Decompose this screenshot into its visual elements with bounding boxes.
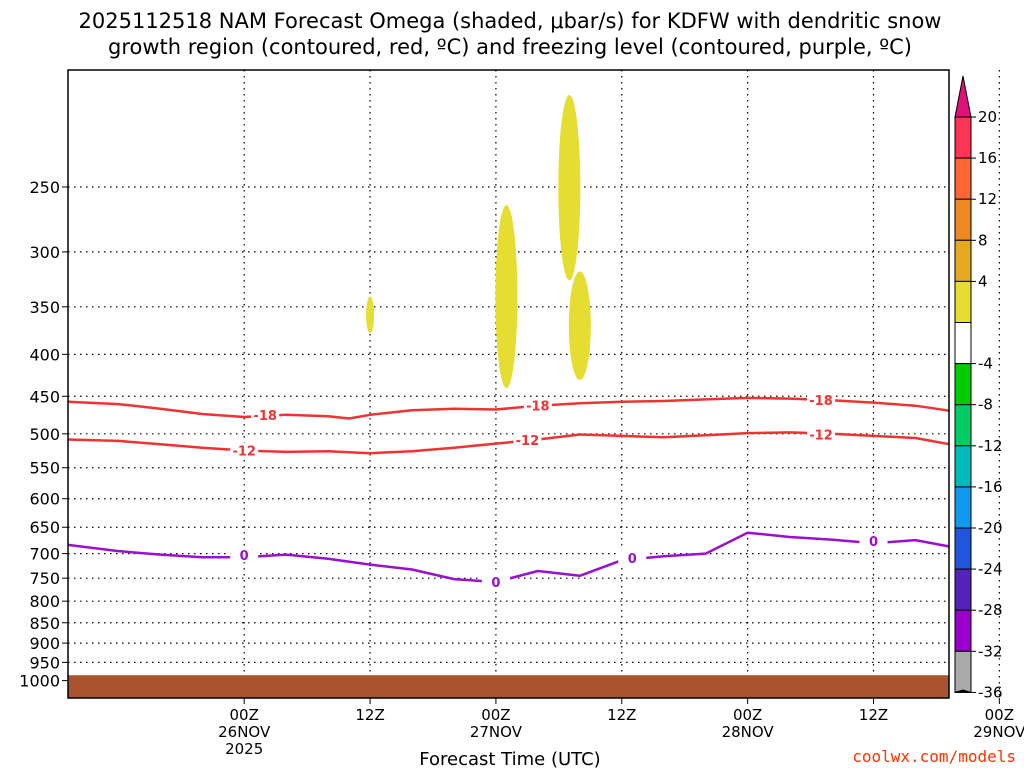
- contour-label-bg: [230, 442, 259, 458]
- x-tick-label: 29NOV: [973, 723, 1024, 741]
- contour-label-bg: [523, 397, 552, 413]
- colorbar-label: 12: [978, 190, 997, 208]
- y-tick-label: 500: [29, 425, 60, 444]
- y-tick-label: 1000: [19, 672, 60, 691]
- colorbar-segment: [954, 198, 972, 241]
- colorbar-segment: [954, 609, 972, 652]
- contour-label-bg: [807, 426, 836, 442]
- contour-label-bg: [481, 573, 510, 589]
- gridlines: [68, 70, 1000, 698]
- y-tick-label: 750: [29, 569, 60, 588]
- site-credit[interactable]: coolwx.com/models: [852, 747, 1016, 766]
- plot-frame: [67, 69, 950, 699]
- y-tick-label: 950: [29, 653, 60, 672]
- colorbar-segment: [954, 116, 972, 159]
- colorbar-over-arrow: [954, 75, 972, 118]
- y-tick-label: 700: [29, 545, 60, 564]
- colorbar-segment: [954, 239, 972, 282]
- colorbar-label: 16: [978, 149, 997, 167]
- colorbar-label: -28: [978, 601, 1003, 619]
- contour-label: -18: [526, 400, 550, 415]
- colorbar-label: -16: [978, 478, 1003, 496]
- colorbar-label: 4: [978, 272, 988, 290]
- y-tick-label: 850: [29, 614, 60, 633]
- contour-label: -12: [232, 444, 256, 459]
- contour-label-bg: [251, 406, 280, 422]
- colorbar-label: -20: [978, 519, 1003, 537]
- x-tick-label: 12Z: [607, 706, 636, 724]
- colorbar-segment: [954, 445, 972, 488]
- contour-label-bg: [230, 547, 259, 563]
- colorbar-segment: [954, 322, 972, 365]
- contour-label-bg: [807, 392, 836, 408]
- contour-label: -12: [516, 434, 540, 449]
- x-tick-label: 27NOV: [470, 723, 523, 741]
- x-tick-label: 00Z: [985, 706, 1014, 724]
- temperature-contours: -18 -18 -18 -12 -12 -12 0 0 0 0: [68, 392, 949, 591]
- colorbar-label: -36: [978, 683, 1003, 701]
- colorbar-label: 8: [978, 231, 988, 249]
- contour-label: 0: [240, 549, 249, 564]
- y-tick-label: 250: [29, 178, 60, 197]
- ground-fill: [68, 675, 949, 698]
- x-tick-label: 00Z: [733, 706, 762, 724]
- contour-label: -18: [809, 394, 833, 409]
- x-tick-label: 00Z: [481, 706, 510, 724]
- contour-label: -18: [253, 409, 277, 424]
- contour-label-bg: [513, 432, 542, 448]
- chart-title-line-2: growth region (contoured, red, ºC) and f…: [108, 35, 912, 59]
- x-tick-label: 2025: [225, 740, 263, 758]
- colorbar-segment: [954, 486, 972, 529]
- colorbar-segment: [954, 404, 972, 447]
- contour-label: 0: [491, 576, 500, 591]
- colorbar: 20 16 12 8 4 -4 -8 -12 -16 -20 -24 -28 -32 -36: [954, 75, 1003, 701]
- y-tick-label: 650: [29, 518, 60, 537]
- contour-label: 0: [628, 552, 637, 567]
- y-tick-label: 550: [29, 459, 60, 478]
- x-tick-label: 00Z: [230, 706, 259, 724]
- contour-label-bg: [859, 533, 888, 549]
- y-axis: 2503003504004505005506006507007508008509…: [19, 178, 68, 691]
- contour-label: -12: [809, 429, 833, 444]
- y-tick-label: 900: [29, 634, 60, 653]
- colorbar-label: 20: [978, 108, 997, 126]
- x-tick-label: 26NOV: [218, 723, 271, 741]
- colorbar-segment: [954, 568, 972, 611]
- y-tick-label: 450: [29, 387, 60, 406]
- colorbar-label: -24: [978, 560, 1003, 578]
- colorbar-segment: [954, 363, 972, 406]
- colorbar-segment: [954, 527, 972, 570]
- colorbar-label: -12: [978, 437, 1003, 455]
- omega-region: [558, 94, 581, 281]
- y-tick-label: 300: [29, 243, 60, 262]
- contour-label: 0: [869, 535, 878, 550]
- y-tick-label: 600: [29, 490, 60, 509]
- colorbar-under-arrow: [954, 689, 972, 693]
- omega-region: [568, 271, 591, 381]
- x-axis-label: Forecast Time (UTC): [419, 749, 600, 768]
- x-tick-label: 28NOV: [722, 723, 775, 741]
- ground-layer: [68, 675, 949, 698]
- x-tick-label: 12Z: [355, 706, 384, 724]
- y-tick-label: 350: [29, 298, 60, 317]
- omega-region: [495, 205, 518, 389]
- colorbar-label: -32: [978, 642, 1003, 660]
- omega-shading: [366, 94, 591, 389]
- x-tick-label: 12Z: [859, 706, 888, 724]
- y-tick-label: 800: [29, 592, 60, 611]
- colorbar-segment: [954, 157, 972, 200]
- colorbar-label: -8: [978, 396, 993, 414]
- colorbar-label: -4: [978, 355, 993, 373]
- colorbar-segment: [954, 650, 972, 693]
- omega-region: [366, 296, 375, 334]
- chart-title-line-1: 2025112518 NAM Forecast Omega (shaded, μ…: [79, 9, 942, 33]
- colorbar-segment: [954, 280, 972, 323]
- contour-label-bg: [618, 550, 647, 566]
- y-tick-label: 400: [29, 345, 60, 364]
